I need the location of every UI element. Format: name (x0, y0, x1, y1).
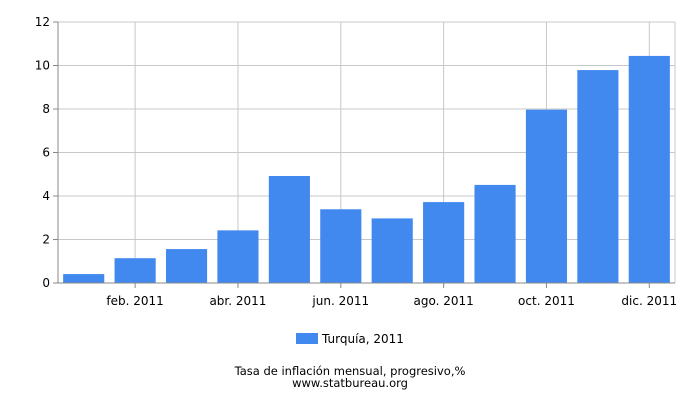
bar[interactable] (63, 274, 105, 283)
bar[interactable] (217, 230, 259, 283)
y-tick-label: 12 (35, 15, 50, 29)
x-tick-label: jun. 2011 (311, 294, 369, 308)
y-tick-label: 8 (42, 102, 50, 116)
chart-source: www.statbureau.org (292, 376, 408, 390)
bar[interactable] (165, 249, 208, 283)
y-tick-label: 0 (42, 276, 50, 290)
x-tick-label: oct. 2011 (518, 294, 575, 308)
legend[interactable]: Turquía, 2011 (0, 332, 700, 346)
y-tick-label: 2 (42, 233, 50, 247)
bars (63, 55, 670, 284)
legend-label: Turquía, 2011 (322, 332, 404, 346)
axes (53, 21, 675, 288)
bar[interactable] (525, 109, 568, 283)
x-tick-label: abr. 2011 (209, 294, 266, 308)
bar[interactable] (474, 184, 516, 283)
x-tick-label: ago. 2011 (413, 294, 473, 308)
bar[interactable] (628, 55, 670, 284)
y-tick-label: 4 (42, 189, 50, 203)
legend-swatch (296, 333, 319, 344)
bar[interactable] (268, 175, 310, 283)
y-tick-label: 6 (42, 146, 50, 160)
y-tick-label: 10 (35, 59, 50, 73)
x-tick-label: dic. 2011 (621, 294, 677, 308)
tick-labels: 0 2 4 6 8 10 12 feb. 2011 abr. 2011 jun. 2011 ago.… (35, 15, 677, 308)
bar[interactable] (577, 70, 619, 283)
bar[interactable] (320, 209, 362, 283)
bar[interactable] (371, 218, 413, 283)
bar[interactable] (114, 258, 156, 283)
bar[interactable] (423, 202, 465, 283)
chart-title: Tasa de inflación mensual, progresivo,% (234, 364, 466, 378)
x-tick-label: feb. 2011 (106, 294, 163, 308)
